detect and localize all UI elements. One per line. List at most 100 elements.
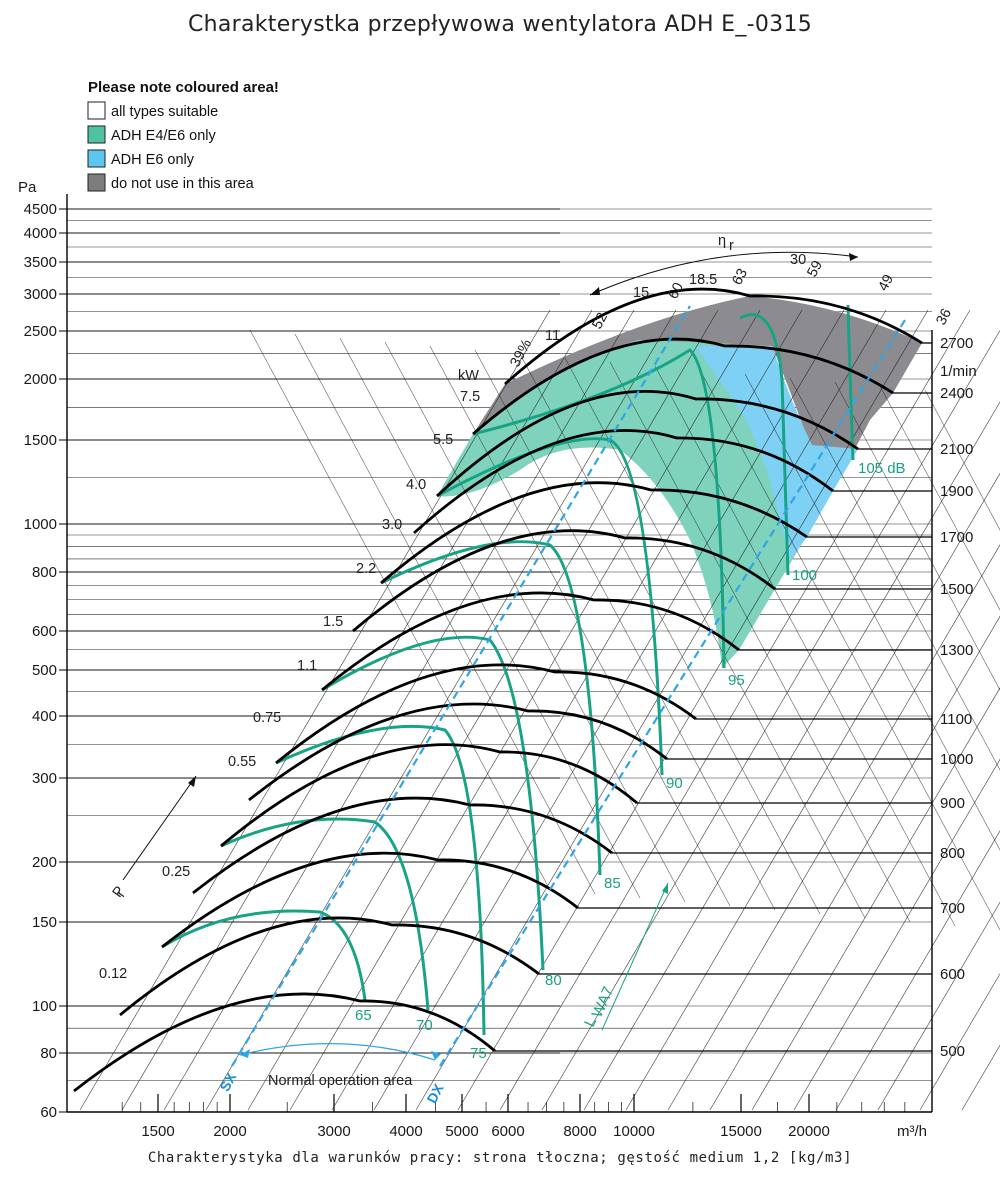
x-tick-label: 15000 (720, 1123, 762, 1140)
x-unit: m³/h (897, 1123, 927, 1140)
x-tick-label: 5000 (445, 1123, 478, 1140)
operation-line-dx (439, 319, 906, 1067)
power-top-label: 30 (790, 252, 806, 268)
y-tick-label: 4000 (24, 225, 57, 242)
speed-unit: 1/min (940, 363, 977, 380)
system-line (205, 309, 677, 1111)
system-line (625, 472, 1000, 1111)
power-top-label: 11 (545, 328, 560, 344)
speed-label: 1500 (940, 581, 973, 598)
system-line (163, 309, 635, 1111)
power-label: 7.5 (460, 389, 480, 405)
system-line (835, 830, 1000, 1111)
system-line (919, 973, 1000, 1111)
y-tick-label: 3500 (24, 254, 57, 271)
efficiency-label: 59 (804, 258, 826, 280)
sound-label: 90 (666, 775, 683, 792)
x-tick-label: 10000 (613, 1123, 655, 1140)
power-label: 0.75 (253, 710, 281, 726)
axes (59, 194, 933, 1113)
eta-symbol: η (718, 233, 726, 249)
legend-heading: Please note coloured area! (88, 79, 279, 96)
efficiency-line (519, 353, 821, 915)
normal-operation-label: Normal operation area (268, 1073, 413, 1089)
sound-label: 75 (470, 1045, 487, 1062)
system-line (373, 309, 845, 1111)
power-top-label: 15 (633, 285, 649, 301)
pressure-arrow (122, 775, 197, 881)
power-label: 2.2 (356, 561, 376, 577)
speed-label: 1000 (940, 751, 973, 768)
sound-label: 80 (545, 972, 562, 989)
y-tick-label: 800 (32, 564, 57, 581)
speed-label: 1900 (940, 483, 973, 500)
sound-curve-75 (275, 724, 486, 1036)
x-tick-label: 6000 (491, 1123, 524, 1140)
y-tick-label: 80 (40, 1045, 57, 1062)
x-tick-label: 1500 (141, 1123, 174, 1140)
efficiency-line (789, 377, 1000, 771)
system-line (793, 758, 1000, 1111)
legend-label: ADH E6 only (111, 152, 195, 168)
fan-curve-1500 (352, 529, 776, 633)
fan-curve-1700 (380, 481, 808, 585)
efficiency-arrow-head-right (849, 253, 858, 261)
speed-label: 1300 (940, 642, 973, 659)
eta-subscript: r (729, 238, 734, 254)
y-tick-label: 3000 (24, 286, 57, 303)
legend-label: all types suitable (111, 104, 218, 120)
page-caption: Charakterystyka dla warunków pracy: stro… (147, 1150, 853, 1166)
power-label: 3.0 (382, 517, 402, 533)
y-tick-label: 4500 (24, 201, 57, 218)
fan-curve-2100 (436, 389, 859, 498)
system-line (709, 615, 1000, 1111)
legend-swatch (87, 101, 106, 120)
sound-arrow-head (662, 883, 668, 894)
system-line (667, 544, 1000, 1111)
sound-curve-80 (321, 635, 545, 971)
x-tick-label: 4000 (389, 1123, 422, 1140)
system-line (751, 687, 1000, 1111)
y-tick-label: 1000 (24, 516, 57, 533)
fan-curve-2400 (472, 337, 894, 436)
power-label: 4.0 (406, 477, 426, 493)
efficiency-label: 39% (507, 337, 535, 370)
y-tick-label: 1500 (24, 432, 57, 449)
efficiency-label: 36 (933, 306, 955, 328)
system-line (541, 329, 1000, 1111)
x-tick-label: 2000 (213, 1123, 246, 1140)
sound-curve-65 (161, 909, 367, 1001)
y-tick-label: 500 (32, 662, 57, 679)
sound-curve-100 (739, 313, 790, 576)
legend-label: do not use in this area (111, 176, 255, 192)
speed-label: 800 (940, 845, 965, 862)
power-label: 1.5 (323, 614, 343, 630)
efficiency-arrow-head-left (590, 287, 600, 295)
speed-label: 600 (940, 966, 965, 983)
fan-curve-700 (161, 851, 579, 949)
fan-curve-1000 (248, 702, 668, 802)
efficiency-arrow (589, 251, 859, 296)
normal-operation-arc (239, 1042, 436, 1061)
fan-curve-800 (192, 796, 613, 895)
normal-operation-arrow-right (431, 1051, 441, 1060)
x-tick-label: 8000 (563, 1123, 596, 1140)
fan-curve-500 (73, 992, 496, 1093)
efficiency-line (474, 349, 776, 911)
efficiency-line (924, 389, 1000, 531)
operation-line-sx (231, 305, 691, 1067)
y-tick-label: 600 (32, 623, 57, 640)
legend-label: ADH E4/E6 only (111, 128, 217, 144)
legend-swatch (87, 173, 106, 192)
page-title: Charakterystka przepływowa wentylatora A… (187, 12, 813, 37)
system-line (877, 901, 1000, 1111)
efficiency-line (339, 337, 641, 899)
speed-label: 900 (940, 795, 965, 812)
x-tick-label: 3000 (317, 1123, 350, 1140)
efficiency-line (879, 385, 1000, 611)
power-label: 0.55 (228, 754, 256, 770)
lattice-lines (79, 309, 1000, 1111)
fan-curve-1100 (275, 663, 697, 765)
sound-arrow (601, 882, 669, 1031)
system-line (499, 309, 971, 1111)
